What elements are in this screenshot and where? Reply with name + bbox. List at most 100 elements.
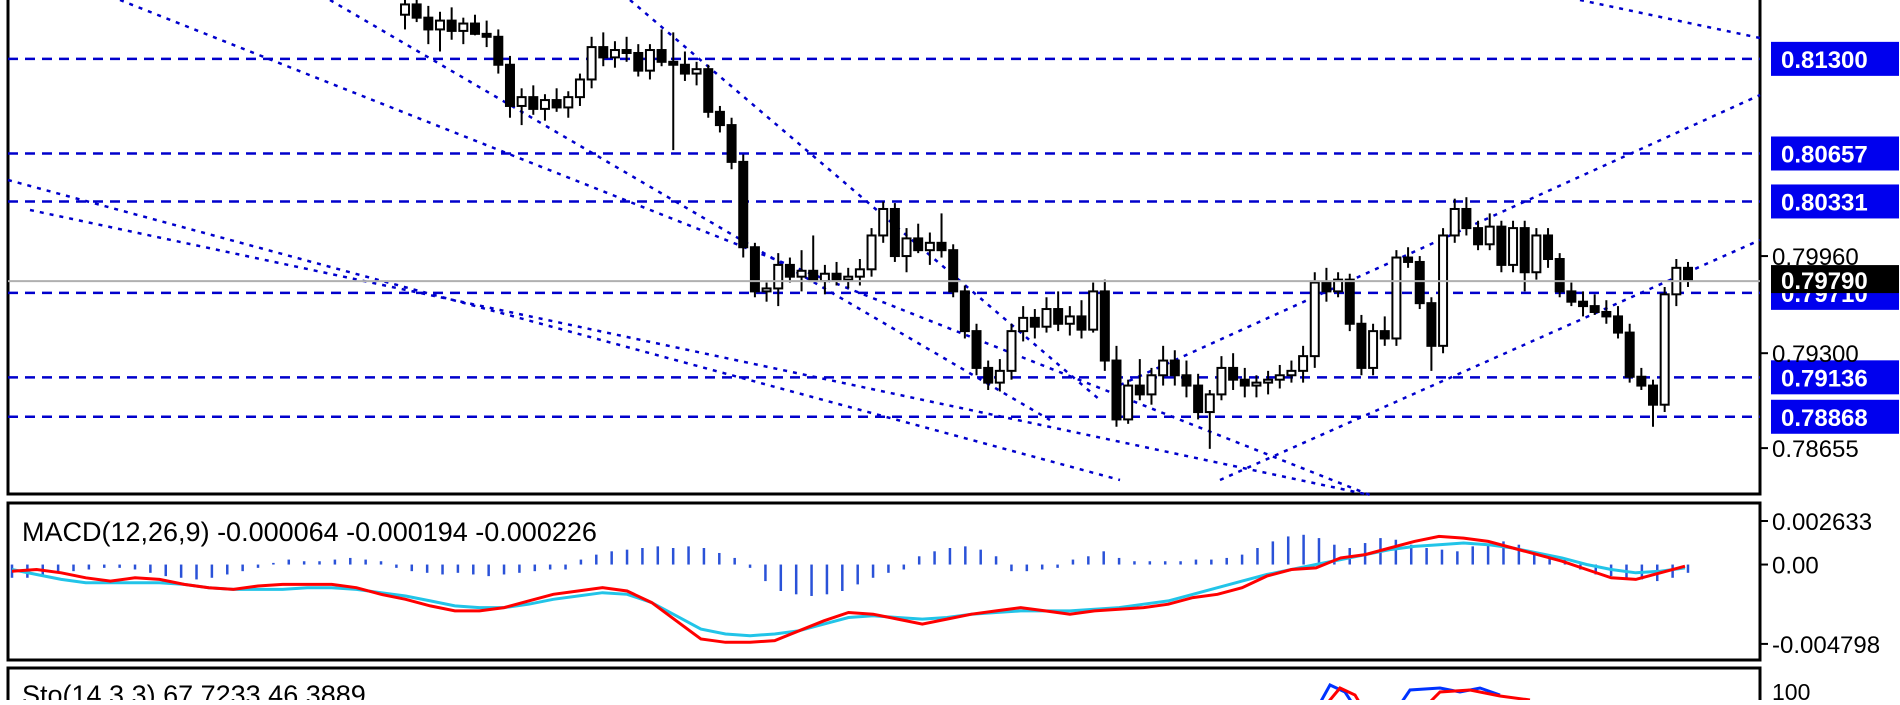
candle bbox=[1484, 213, 1495, 251]
candle-body-bull bbox=[843, 275, 854, 281]
candle bbox=[913, 223, 924, 254]
candle-body-bull bbox=[994, 369, 1005, 384]
candle-body-bear bbox=[1461, 207, 1472, 230]
candle-body-bull bbox=[878, 207, 889, 237]
candle-body-bear bbox=[481, 32, 492, 38]
candle-body-bull bbox=[400, 3, 410, 16]
candle-body-bull bbox=[1309, 281, 1320, 358]
candle bbox=[598, 32, 609, 67]
candle bbox=[1531, 228, 1542, 280]
candle-body-bear bbox=[1496, 225, 1507, 266]
candle bbox=[504, 55, 515, 118]
level-label: 0.78868 bbox=[1781, 405, 1868, 432]
candle-body-bear bbox=[1053, 308, 1064, 325]
candle-body-bull bbox=[761, 287, 772, 293]
candle-body-bear bbox=[1566, 290, 1577, 303]
candle bbox=[679, 51, 690, 81]
candle-body-bull bbox=[586, 46, 597, 81]
candle bbox=[1683, 261, 1693, 287]
candle bbox=[1414, 256, 1425, 310]
candle bbox=[1309, 272, 1320, 368]
candle bbox=[1659, 286, 1670, 413]
candle bbox=[1321, 267, 1332, 302]
candle-body-bull bbox=[1391, 256, 1402, 340]
candle bbox=[1624, 323, 1635, 383]
candle bbox=[1076, 300, 1087, 339]
candles bbox=[400, 0, 1693, 449]
candle-body-bull bbox=[574, 78, 585, 99]
candle bbox=[924, 232, 935, 265]
current-price-marker: 0.79790 bbox=[8, 265, 1899, 295]
candle-body-bear bbox=[1181, 374, 1192, 387]
candle bbox=[528, 85, 539, 115]
candle bbox=[1029, 309, 1040, 339]
candle-body-bear bbox=[1239, 378, 1250, 387]
candle-body-bear bbox=[726, 124, 737, 163]
price-panel-frame bbox=[6, 0, 1762, 496]
stoch-axis-tick: 100 bbox=[1772, 679, 1810, 700]
candle-body-bear bbox=[446, 19, 457, 32]
current-price-label: 0.79790 bbox=[1781, 268, 1868, 295]
candle-body-bull bbox=[1274, 374, 1285, 381]
candle-body-bear bbox=[1473, 227, 1484, 246]
candle-body-bull bbox=[458, 22, 469, 32]
candle-body-bull bbox=[1449, 207, 1460, 237]
candle bbox=[1228, 353, 1239, 390]
candle bbox=[691, 61, 702, 86]
candle-body-bull bbox=[1251, 381, 1262, 387]
candle bbox=[481, 20, 492, 48]
candle bbox=[1111, 345, 1122, 427]
candle-body-bull bbox=[866, 234, 877, 271]
candle-body-bear bbox=[1414, 260, 1425, 305]
candle-body-bear bbox=[598, 46, 609, 59]
candle bbox=[796, 250, 807, 292]
candle bbox=[703, 64, 714, 118]
candle bbox=[1554, 253, 1565, 298]
candle-body-bull bbox=[1006, 330, 1017, 372]
candle bbox=[1636, 367, 1647, 390]
candle bbox=[1578, 291, 1589, 317]
candle-body-bear bbox=[668, 60, 679, 66]
candle bbox=[889, 203, 900, 262]
candle bbox=[1099, 279, 1110, 371]
candle bbox=[1216, 356, 1227, 401]
trend-line bbox=[29, 208, 1371, 497]
candle bbox=[586, 36, 597, 89]
candle-body-bull bbox=[924, 241, 935, 252]
candle-body-bull bbox=[644, 49, 655, 72]
candle-body-bear bbox=[1169, 359, 1180, 377]
candle-body-bear bbox=[1648, 384, 1659, 406]
macd-lines bbox=[11, 534, 1686, 644]
candle-body-bull bbox=[1204, 393, 1215, 414]
candle-body-bear bbox=[1379, 330, 1390, 340]
candle bbox=[1169, 350, 1180, 386]
candle bbox=[1438, 228, 1449, 354]
candle bbox=[1006, 323, 1017, 380]
stoch-signal-line bbox=[1424, 688, 1531, 705]
macd-title: MACD(12,26,9) -0.000064 -0.000194 -0.000… bbox=[22, 517, 597, 547]
candle bbox=[1648, 379, 1659, 427]
candle bbox=[1613, 306, 1624, 339]
candle bbox=[1449, 198, 1460, 243]
candle-body-bear bbox=[913, 237, 924, 252]
candle-body-bull bbox=[1531, 234, 1542, 274]
candle-body-bear bbox=[679, 63, 690, 75]
candle-body-bull bbox=[854, 268, 865, 278]
candle-body-bear bbox=[936, 241, 947, 252]
candle bbox=[994, 359, 1005, 392]
candle bbox=[983, 360, 994, 390]
candle-body-bear bbox=[1636, 375, 1647, 387]
candle-body-bull bbox=[434, 19, 445, 31]
candle-body-bull bbox=[1123, 384, 1134, 421]
stoch-panel-frame bbox=[6, 666, 1762, 705]
candle bbox=[668, 32, 679, 151]
candle-body-bear bbox=[528, 96, 539, 110]
candle-body-bull bbox=[773, 263, 784, 290]
candle bbox=[1298, 345, 1309, 383]
candle-body-bear bbox=[889, 207, 900, 258]
candle bbox=[726, 117, 737, 170]
candle-body-bear bbox=[1099, 290, 1110, 362]
candle bbox=[1134, 359, 1145, 401]
candle-body-bear bbox=[784, 263, 795, 278]
